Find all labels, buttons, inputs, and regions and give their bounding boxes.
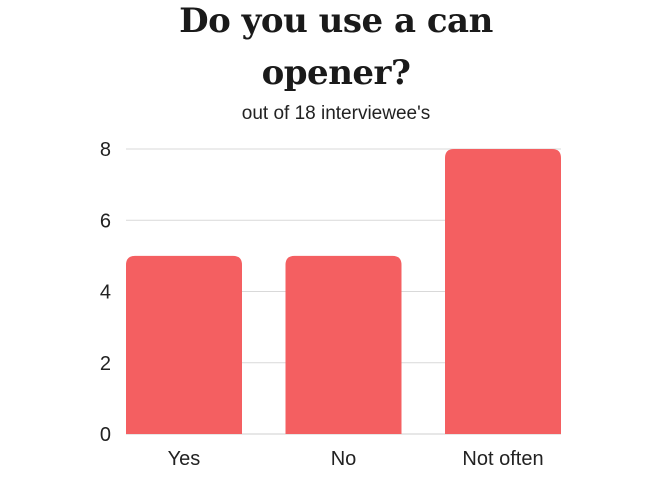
y-tick-label: 0	[100, 424, 111, 446]
y-tick-label: 6	[100, 210, 111, 232]
chart-title-line-1: Do you use a can	[179, 1, 493, 41]
bar-no	[285, 255, 402, 434]
y-tick-label: 2	[100, 353, 111, 375]
x-category-label: No	[331, 448, 357, 470]
chart-subtitle: out of 18 interviewee's	[241, 103, 431, 124]
bar-yes	[126, 255, 242, 434]
x-category-label: Yes	[168, 448, 201, 470]
y-tick-label: 4	[100, 282, 111, 304]
chart-title-line-2: opener?	[261, 53, 411, 93]
bar-not-often	[445, 149, 561, 434]
y-tick-label: 8	[100, 139, 111, 161]
x-category-label: Not often	[462, 448, 543, 470]
